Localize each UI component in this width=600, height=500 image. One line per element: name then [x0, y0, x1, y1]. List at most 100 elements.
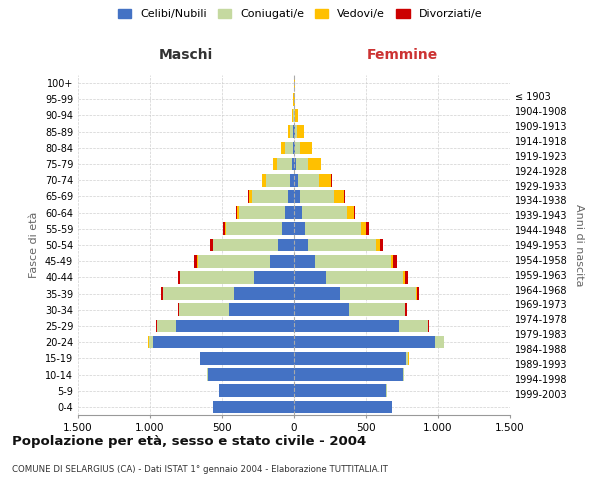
Bar — [149, 336, 153, 348]
Bar — [239, 206, 286, 219]
Bar — [298, 174, 319, 186]
Bar — [229, 304, 294, 316]
Bar — [161, 288, 163, 300]
Bar — [294, 206, 302, 219]
Bar — [219, 384, 294, 397]
Bar — [262, 174, 266, 186]
Y-axis label: Anni di nascita: Anni di nascita — [574, 204, 584, 286]
Bar — [296, 158, 308, 170]
Bar — [308, 158, 320, 170]
Bar — [277, 158, 292, 170]
Bar — [212, 238, 214, 252]
Bar — [301, 142, 312, 154]
Bar — [301, 190, 334, 202]
Bar — [294, 158, 296, 170]
Bar — [294, 352, 406, 364]
Bar — [237, 206, 239, 219]
Bar — [294, 400, 392, 413]
Bar — [294, 304, 349, 316]
Bar — [214, 238, 278, 252]
Bar — [208, 368, 294, 381]
Bar — [376, 238, 380, 252]
Bar — [269, 255, 294, 268]
Bar — [349, 304, 405, 316]
Text: Popolazione per età, sesso e stato civile - 2004: Popolazione per età, sesso e stato civil… — [12, 435, 366, 448]
Bar — [226, 222, 283, 235]
Bar — [153, 336, 294, 348]
Bar — [319, 174, 331, 186]
Bar — [285, 142, 293, 154]
Bar — [163, 288, 233, 300]
Bar — [294, 384, 386, 397]
Bar — [295, 142, 301, 154]
Bar — [292, 109, 293, 122]
Bar — [294, 320, 399, 332]
Bar — [406, 304, 407, 316]
Bar — [334, 190, 344, 202]
Bar — [210, 238, 212, 252]
Bar — [302, 206, 347, 219]
Bar — [340, 288, 416, 300]
Bar — [361, 222, 366, 235]
Bar — [281, 142, 285, 154]
Bar — [354, 206, 355, 219]
Bar — [391, 255, 394, 268]
Bar — [308, 238, 376, 252]
Bar — [416, 288, 417, 300]
Bar — [157, 320, 176, 332]
Bar — [294, 336, 435, 348]
Bar — [225, 222, 226, 235]
Bar — [194, 255, 197, 268]
Bar — [405, 271, 408, 283]
Bar — [223, 222, 225, 235]
Bar — [290, 174, 294, 186]
Bar — [214, 400, 294, 413]
Bar — [286, 206, 294, 219]
Bar — [315, 255, 391, 268]
Bar — [273, 158, 277, 170]
Bar — [287, 126, 290, 138]
Bar — [251, 190, 287, 202]
Bar — [380, 238, 383, 252]
Bar — [294, 174, 298, 186]
Bar — [178, 271, 180, 283]
Bar — [292, 158, 294, 170]
Bar — [254, 271, 294, 283]
Bar — [428, 320, 429, 332]
Bar — [326, 271, 403, 283]
Bar — [180, 271, 254, 283]
Bar — [294, 271, 326, 283]
Bar — [248, 190, 251, 202]
Bar — [294, 93, 295, 106]
Bar — [179, 304, 229, 316]
Bar — [406, 352, 409, 364]
Y-axis label: Fasce di età: Fasce di età — [29, 212, 39, 278]
Bar — [399, 320, 428, 332]
Bar — [297, 126, 304, 138]
Bar — [294, 190, 301, 202]
Bar — [295, 109, 298, 122]
Bar — [287, 190, 294, 202]
Bar — [417, 288, 419, 300]
Bar — [176, 320, 294, 332]
Bar — [295, 126, 297, 138]
Bar — [178, 304, 179, 316]
Bar — [403, 368, 404, 381]
Bar — [283, 222, 294, 235]
Bar — [403, 271, 405, 283]
Text: Maschi: Maschi — [159, 48, 213, 62]
Bar — [294, 142, 295, 154]
Bar — [293, 126, 294, 138]
Text: COMUNE DI SELARGIUS (CA) - Dati ISTAT 1° gennaio 2004 - Elaborazione TUTTITALIA.: COMUNE DI SELARGIUS (CA) - Dati ISTAT 1°… — [12, 465, 388, 474]
Bar — [290, 126, 293, 138]
Bar — [294, 288, 340, 300]
Bar — [197, 255, 269, 268]
Bar — [294, 222, 305, 235]
Bar — [294, 126, 295, 138]
Bar — [435, 336, 444, 348]
Bar — [305, 222, 361, 235]
Bar — [394, 255, 397, 268]
Bar — [293, 142, 294, 154]
Text: Femmine: Femmine — [367, 48, 437, 62]
Bar — [347, 206, 354, 219]
